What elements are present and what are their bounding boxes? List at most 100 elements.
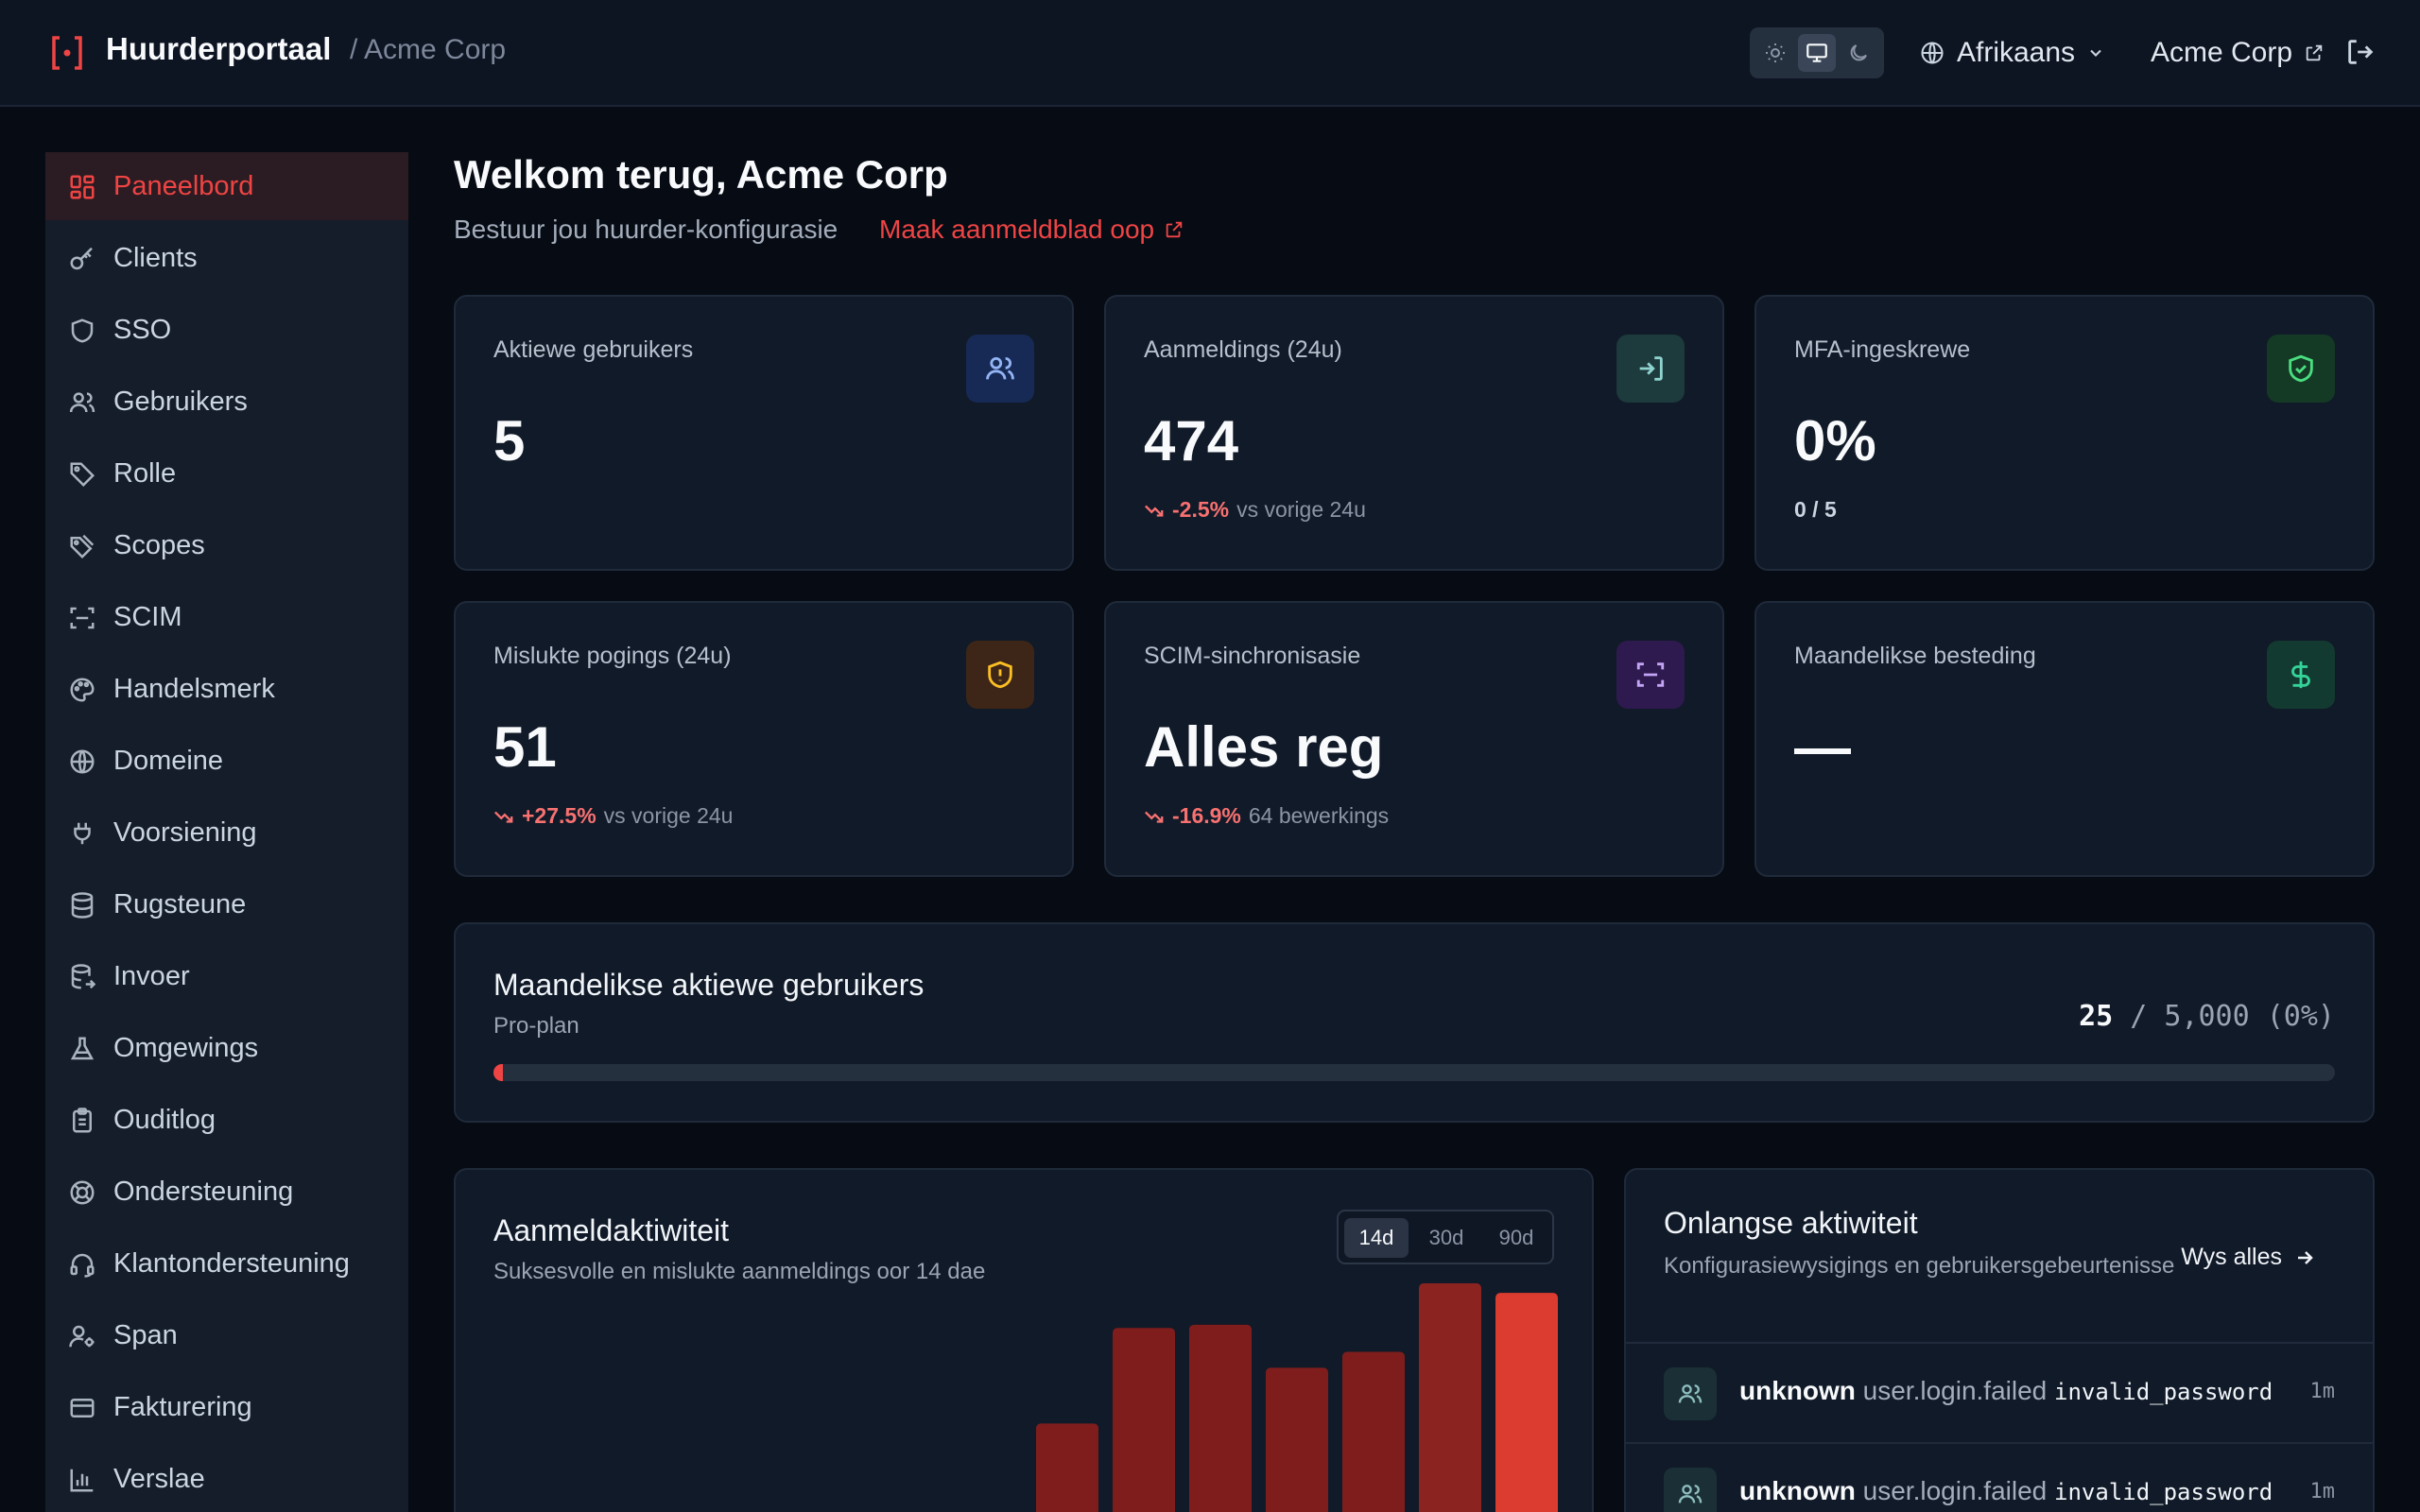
stat-sub: 0 / 5 — [1794, 497, 1837, 522]
tag-icon — [70, 462, 95, 488]
sidebar-item-rolle[interactable]: Rolle — [45, 439, 408, 507]
sidebar-item-ondersteuning[interactable]: Ondersteuning — [45, 1158, 408, 1226]
sidebar-item-label: SCIM — [113, 602, 182, 632]
chart-bar — [1189, 1324, 1252, 1512]
mau-used: 25 — [2079, 1000, 2114, 1033]
trend-down-icon — [1145, 811, 1164, 823]
sidebar-item-label: Ondersteuning — [113, 1177, 294, 1207]
sidebar-item-verslae[interactable]: Verslae — [45, 1445, 408, 1512]
brand-title[interactable]: Huurderportaal — [106, 31, 332, 66]
monitor-icon[interactable] — [1798, 34, 1836, 72]
mau-progress-fill — [493, 1064, 503, 1081]
sidebar-item-sso[interactable]: SSO — [45, 296, 408, 364]
sidebar-item-label: Invoer — [113, 961, 190, 991]
view-all-link[interactable]: Wys alles — [2181, 1244, 2316, 1271]
palette-icon — [70, 678, 95, 702]
stat-title: Aktiewe gebruikers — [493, 336, 694, 363]
account-link[interactable]: Acme Corp — [2151, 34, 2325, 72]
sidebar-item-fakturering[interactable]: Fakturering — [45, 1373, 408, 1441]
activity-reason: invalid_password — [2054, 1379, 2273, 1405]
activity-row[interactable]: unknown user.login.failed invalid_passwo… — [1626, 1342, 2373, 1442]
sidebar-item-paneelbord[interactable]: Paneelbord — [45, 152, 408, 220]
sidebar-item-label: Domeine — [113, 746, 224, 776]
chart-bar — [1342, 1351, 1405, 1512]
activity-text: unknown user.login.failed invalid_passwo… — [1739, 1476, 2273, 1506]
account-label: Acme Corp — [2151, 37, 2293, 68]
recent-activity-card: Onlangse aktiwiteit Konfigurasiewysiging… — [1624, 1168, 2375, 1512]
stat-delta-value: +27.5% — [522, 803, 596, 828]
range-30d[interactable]: 30d — [1428, 1226, 1464, 1249]
sidebar-item-scim[interactable]: SCIM — [45, 583, 408, 651]
trend-down-icon — [1145, 505, 1164, 517]
signin-activity-chart — [1036, 1283, 1558, 1512]
user-cog-icon — [69, 1325, 95, 1348]
sidebar-item-handelsmerk[interactable]: Handelsmerk — [45, 655, 408, 723]
sidebar-item-klantondersteuning[interactable]: Klantondersteuning — [45, 1229, 408, 1297]
dollar-icon — [2267, 641, 2335, 709]
sidebar-item-label: Handelsmerk — [113, 674, 275, 704]
database-import-icon — [71, 964, 96, 989]
range-90d[interactable]: 90d — [1498, 1226, 1534, 1249]
sidebar-item-gebruikers[interactable]: Gebruikers — [45, 368, 408, 436]
activity-title: Aanmeldaktiwiteit — [493, 1213, 729, 1247]
stat-delta: -16.9% 64 bewerkings — [1144, 803, 1389, 829]
stat-card-monthly-spend: Maandelikse besteding — — [1754, 601, 2375, 877]
moon-icon[interactable] — [1840, 34, 1877, 72]
activity-event: user.login.failed — [1862, 1376, 2048, 1405]
stat-value: Alles reg — [1144, 715, 1384, 779]
stat-card-mfa: MFA-ingeskrewe 0% 0 / 5 — [1754, 295, 2375, 571]
language-label: Afrikaans — [1957, 37, 2076, 68]
sidebar-item-invoer[interactable]: Invoer — [45, 942, 408, 1010]
stat-value: 0% — [1794, 409, 1876, 472]
stat-delta-value: -2.5% — [1172, 497, 1230, 522]
lifebuoy-icon — [70, 1180, 95, 1205]
sidebar-item-clients[interactable]: Clients — [45, 224, 408, 292]
sun-icon[interactable] — [1756, 34, 1794, 72]
users-icon — [1664, 1367, 1717, 1420]
sidebar-item-label: Verslae — [113, 1464, 205, 1494]
mau-plan: Pro-plan — [493, 1013, 579, 1039]
chart-bar — [1113, 1328, 1175, 1512]
external-link-icon — [2306, 44, 2323, 61]
recent-title: Onlangse aktiwiteit — [1664, 1206, 1918, 1240]
sidebar: Paneelbord Clients SSO Gebruikers Rolle … — [45, 152, 408, 1512]
flask-icon — [70, 1037, 95, 1060]
activity-time: 1m — [2309, 1380, 2336, 1403]
open-signin-page-link[interactable]: Maak aanmeldblad oop — [879, 215, 1184, 245]
users-icon — [69, 392, 95, 413]
sidebar-item-label: Rolle — [113, 458, 177, 489]
signin-activity-card: Aanmeldaktiwiteit Suksesvolle en mislukt… — [454, 1168, 1594, 1512]
stat-value: — — [1794, 715, 1851, 779]
sidebar-item-label: Voorsiening — [113, 817, 257, 848]
sidebar-item-label: Rugsteune — [113, 889, 247, 919]
stat-value: 51 — [493, 715, 557, 779]
activity-subtitle: Suksesvolle en mislukte aanmeldings oor … — [493, 1259, 986, 1284]
stat-title: Mislukte pogings (24u) — [493, 643, 732, 669]
scan-icon — [1616, 641, 1685, 709]
language-selector[interactable]: Afrikaans — [1919, 34, 2105, 72]
stat-title: Aanmeldings (24u) — [1144, 336, 1342, 363]
sidebar-item-domeine[interactable]: Domeine — [45, 727, 408, 795]
sidebar-item-span[interactable]: Span — [45, 1301, 408, 1369]
sidebar-item-voorsiening[interactable]: Voorsiening — [45, 799, 408, 867]
mau-count: 25 / 5,000 (0%) — [2079, 1000, 2335, 1033]
sidebar-item-ouditlog[interactable]: Ouditlog — [45, 1086, 408, 1154]
clipboard-icon — [73, 1108, 92, 1133]
logout-icon[interactable] — [2344, 36, 2377, 68]
sidebar-item-scopes[interactable]: Scopes — [45, 511, 408, 579]
activity-row[interactable]: unknown user.login.failed invalid_passwo… — [1626, 1442, 2373, 1512]
sidebar-item-rugsteune[interactable]: Rugsteune — [45, 870, 408, 938]
sidebar-item-label: SSO — [113, 315, 172, 345]
tags-icon — [70, 534, 95, 559]
stat-value: 474 — [1144, 409, 1239, 472]
globe-icon — [70, 749, 95, 774]
range-14d[interactable]: 14d — [1344, 1218, 1409, 1258]
scan-icon — [70, 607, 95, 629]
shield-check-icon — [2267, 335, 2335, 403]
plug-icon — [74, 822, 91, 845]
recent-subtitle: Konfigurasiewysigings en gebruikersgebeu… — [1664, 1253, 2175, 1279]
arrow-right-icon — [2298, 1250, 2313, 1264]
sidebar-item-omgewings[interactable]: Omgewings — [45, 1014, 408, 1082]
page-title: Welkom terug, Acme Corp — [454, 152, 948, 197]
stat-card-signins: Aanmeldings (24u) 474 -2.5% vs vorige 24… — [1104, 295, 1724, 571]
